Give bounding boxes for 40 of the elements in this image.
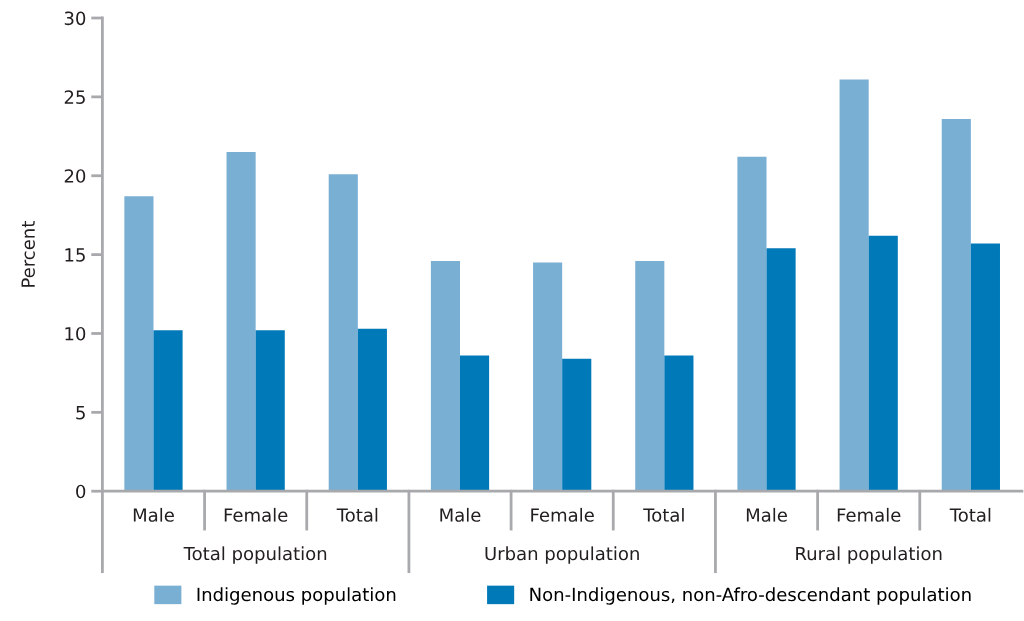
x-tick-label: Total bbox=[336, 507, 378, 522]
x-tick-label: Total bbox=[949, 507, 991, 522]
text: Total population bbox=[183, 546, 327, 564]
x-tick-label: Female bbox=[531, 507, 594, 522]
bar bbox=[328, 174, 358, 492]
y-tick-label: 5 bbox=[76, 406, 85, 420]
legend-label: Non-Indigenous, non-Afro-descendant population bbox=[530, 587, 971, 605]
bar bbox=[635, 260, 665, 492]
x-tick-label: Female bbox=[224, 507, 288, 522]
bar bbox=[941, 118, 971, 492]
bar bbox=[868, 235, 898, 492]
bar bbox=[460, 355, 490, 492]
bar bbox=[533, 262, 563, 492]
bar bbox=[153, 330, 183, 492]
bar bbox=[766, 248, 796, 492]
x-tick-label: Male bbox=[746, 507, 787, 522]
x-tick-label: Female bbox=[837, 507, 901, 522]
y-tick-label: 0 bbox=[76, 484, 86, 499]
y-tick-label: 20 bbox=[64, 169, 86, 183]
bar bbox=[226, 152, 256, 492]
bar bbox=[970, 243, 1000, 492]
bar bbox=[839, 79, 869, 492]
text: Urban population bbox=[485, 546, 639, 564]
bar bbox=[562, 358, 592, 492]
bar bbox=[255, 330, 285, 492]
y-tick-label: 25 bbox=[64, 90, 85, 104]
y-axis-title: Percent bbox=[21, 221, 35, 287]
y-tick-label: 30 bbox=[64, 11, 86, 26]
bar bbox=[664, 355, 694, 492]
x-tick-label: Total bbox=[643, 507, 684, 522]
x-tick-label: Male bbox=[440, 507, 481, 522]
legend-label: Indigenous population bbox=[197, 587, 396, 605]
x-tick-label: Male bbox=[133, 507, 174, 522]
text: Rural population bbox=[796, 546, 942, 564]
y-tick-label: 15 bbox=[65, 248, 85, 262]
bar bbox=[357, 328, 387, 492]
bar bbox=[430, 260, 460, 492]
bar bbox=[124, 196, 154, 492]
y-tick-label: 10 bbox=[65, 326, 86, 341]
bar bbox=[737, 156, 767, 492]
